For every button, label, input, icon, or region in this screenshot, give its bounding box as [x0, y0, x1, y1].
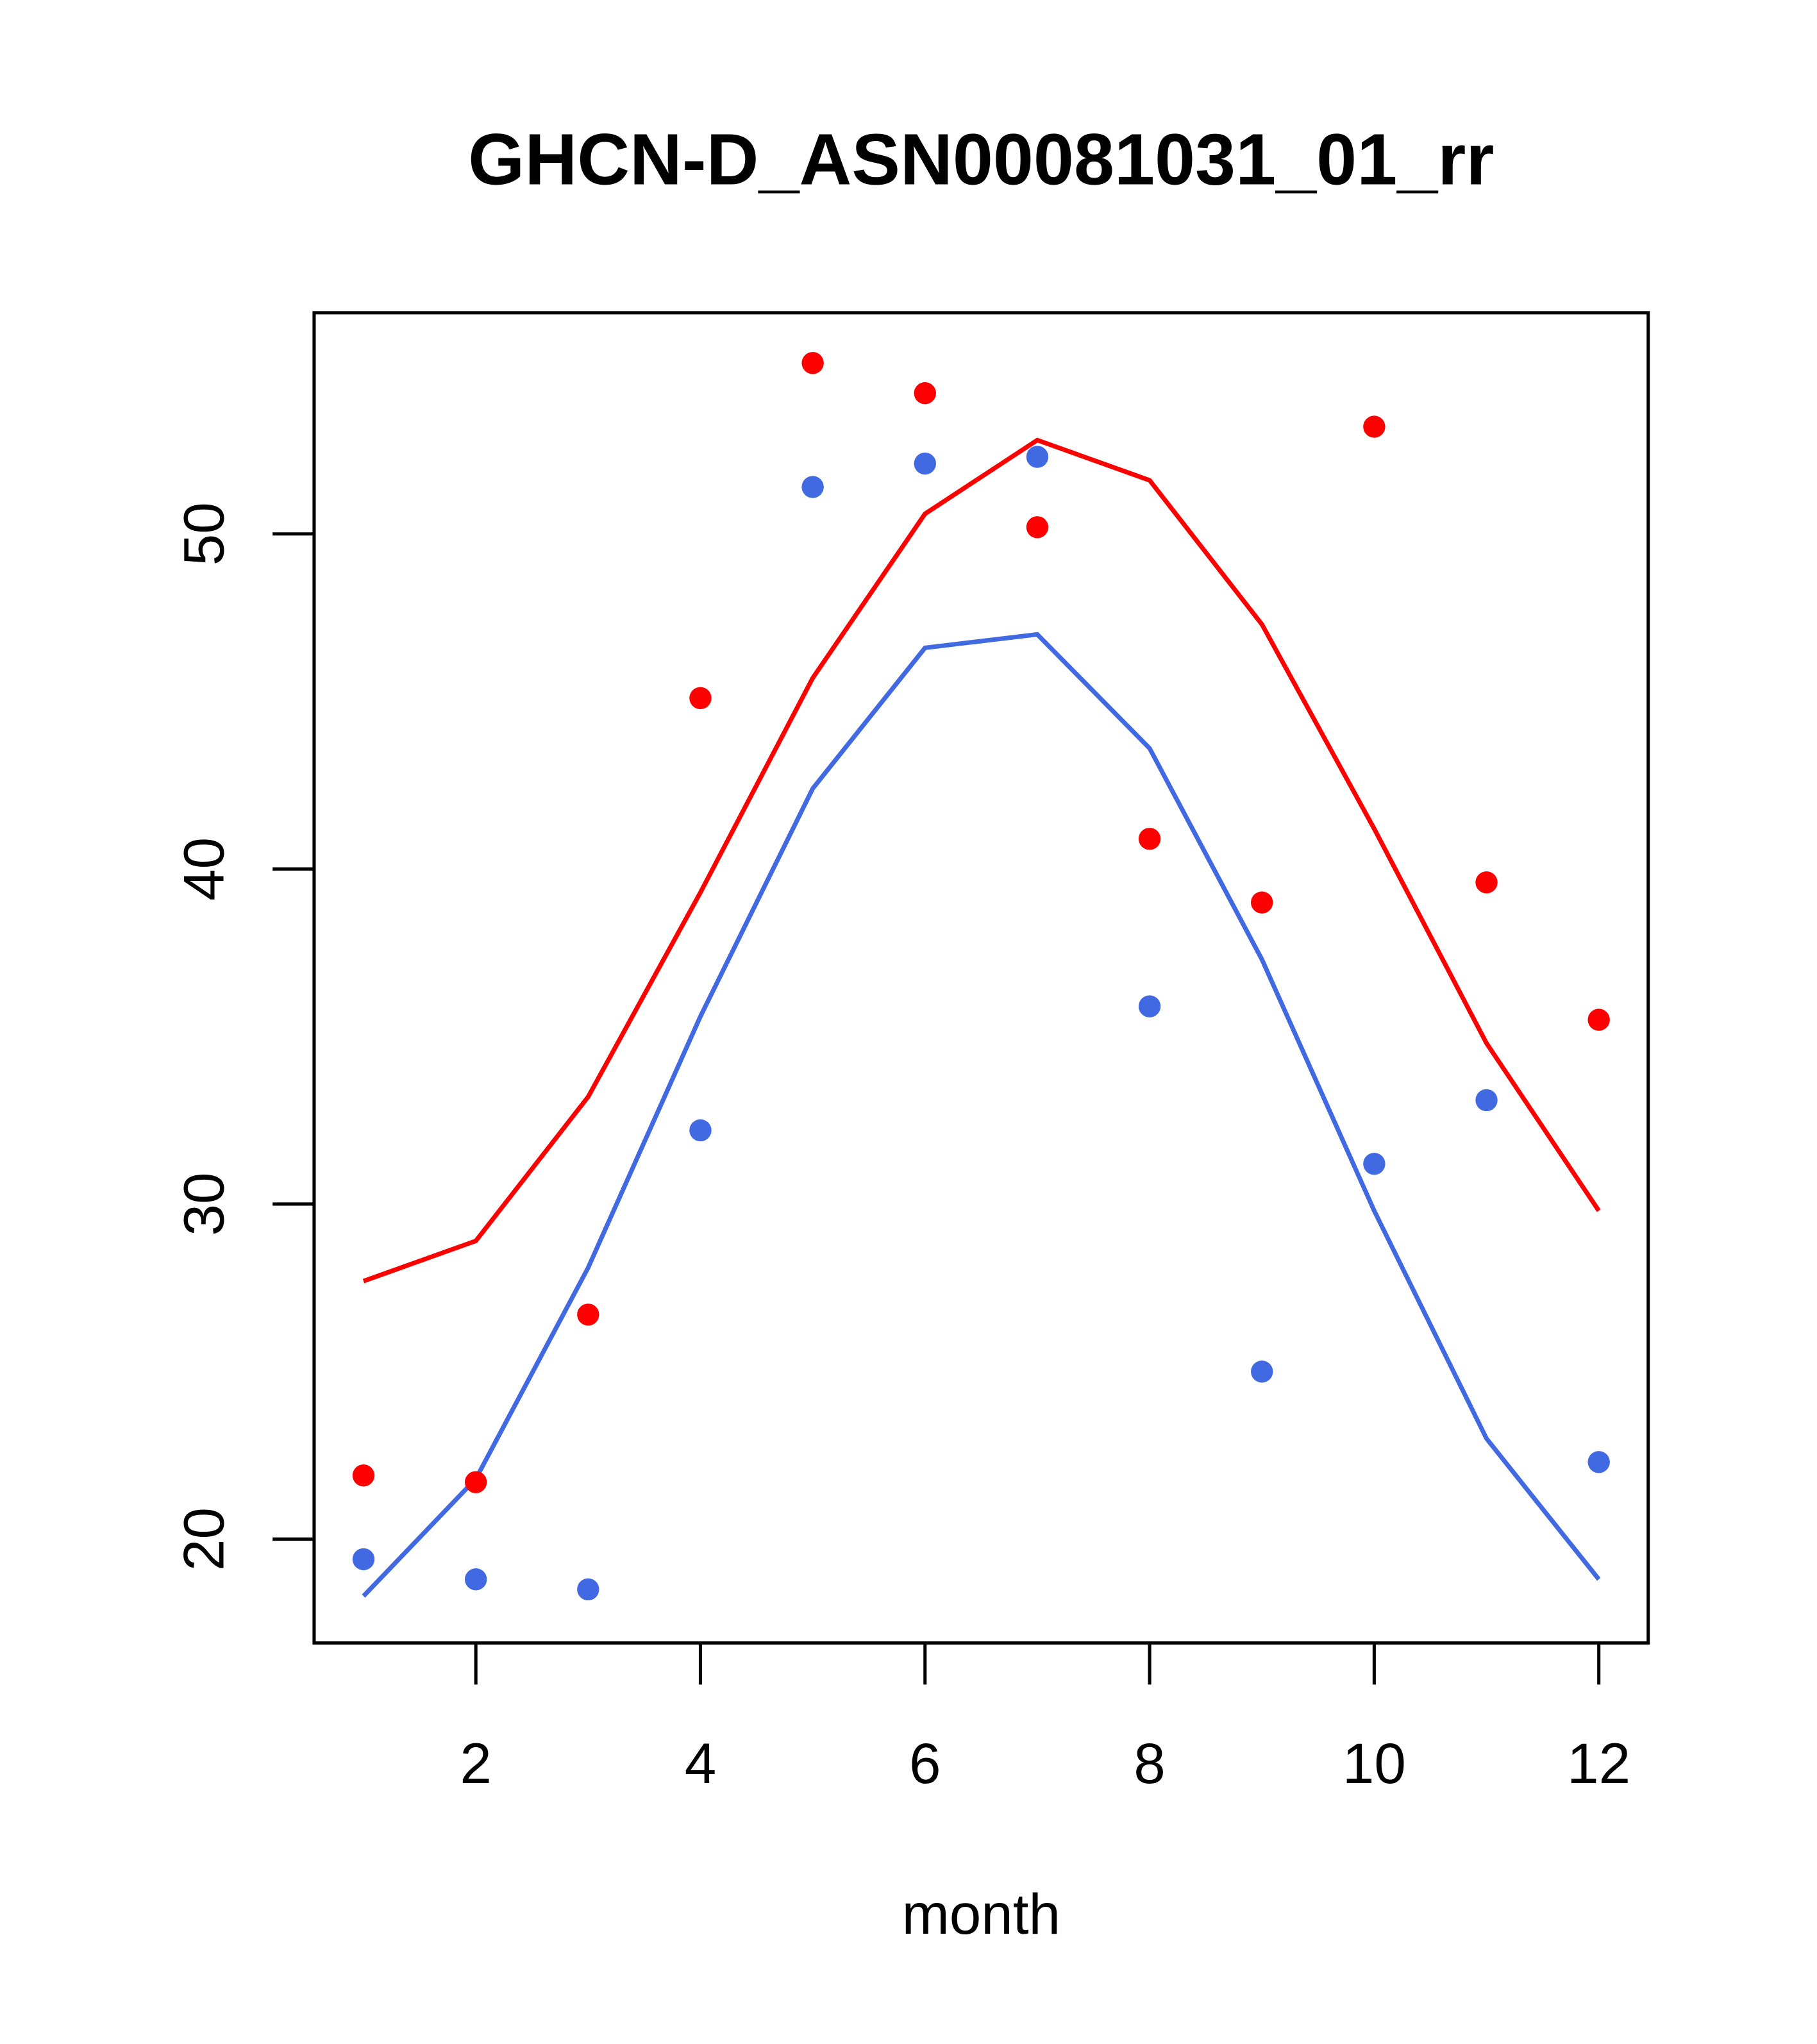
red-point: [801, 351, 824, 374]
red-point: [1138, 828, 1161, 850]
red-point: [577, 1303, 599, 1326]
blue-point: [352, 1548, 375, 1571]
blue-point: [577, 1578, 599, 1601]
chart-title: GHCN-D_ASN00081031_01_rr: [468, 119, 1494, 200]
plot-marks: [352, 351, 1610, 1601]
red-point: [1251, 891, 1273, 914]
blue-line-series: [362, 632, 1601, 1598]
x-tick-label: 2: [460, 1731, 492, 1795]
y-tick-label: 40: [171, 837, 235, 901]
blue-point: [801, 476, 824, 498]
blue-point: [1363, 1153, 1386, 1175]
blue-point: [1251, 1361, 1273, 1383]
blue-point: [689, 1119, 712, 1142]
red-point: [1363, 415, 1386, 438]
x-axis: 2 4 6 8 10 12: [460, 1643, 1630, 1795]
blue-point: [1138, 995, 1161, 1018]
blue-point: [914, 452, 936, 475]
x-tick-label: 6: [909, 1731, 941, 1795]
blue-point: [1475, 1089, 1498, 1112]
red-point: [352, 1464, 375, 1487]
red-point: [1026, 516, 1049, 539]
red-point: [1587, 1009, 1610, 1031]
x-tick-label: 4: [685, 1731, 717, 1795]
x-tick-label: 12: [1567, 1731, 1630, 1795]
blue-point: [1587, 1451, 1610, 1473]
red-point: [1475, 871, 1498, 894]
y-axis: 20 30 40 50: [171, 502, 314, 1571]
x-tick-label: 10: [1343, 1731, 1406, 1795]
y-tick-label: 20: [171, 1507, 235, 1571]
blue-point: [1026, 446, 1049, 468]
x-axis-label: month: [902, 1882, 1061, 1946]
red-line-series: [362, 437, 1601, 1284]
red-point: [914, 382, 936, 405]
red-point: [464, 1471, 487, 1493]
y-tick-label: 50: [171, 502, 235, 565]
x-tick-label: 8: [1134, 1731, 1166, 1795]
plot-frame: [312, 311, 1650, 1645]
blue-point: [464, 1568, 487, 1591]
red-point: [689, 687, 712, 710]
y-tick-label: 30: [171, 1172, 235, 1236]
